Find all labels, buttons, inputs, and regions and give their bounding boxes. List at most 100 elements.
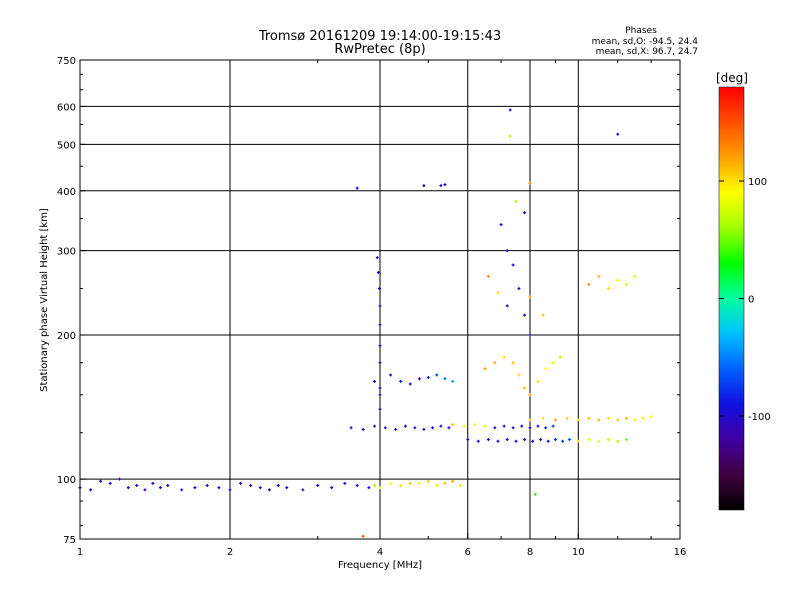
data-point	[408, 382, 412, 386]
data-point	[117, 477, 121, 481]
y-axis-label: Stationary phase Virtual Height [km]	[39, 208, 50, 392]
data-point	[367, 486, 371, 490]
data-point	[558, 355, 562, 359]
data-point	[417, 377, 421, 381]
data-point	[514, 199, 518, 203]
data-point	[649, 415, 653, 419]
data-point	[499, 223, 503, 227]
data-point	[228, 488, 232, 492]
data-point	[517, 373, 521, 377]
data-point	[541, 313, 545, 317]
data-point	[511, 263, 515, 267]
data-point	[458, 483, 462, 487]
data-point	[422, 427, 426, 431]
data-point	[285, 486, 289, 490]
plot-frame	[79, 59, 681, 540]
data-point	[378, 344, 382, 348]
data-point	[502, 355, 506, 359]
grid-lines	[80, 60, 680, 539]
data-point	[89, 488, 93, 492]
data-point	[443, 377, 447, 381]
data-point	[399, 483, 403, 487]
data-point	[431, 426, 435, 430]
data-point	[625, 416, 629, 420]
data-point	[378, 323, 382, 327]
data-point	[616, 132, 620, 136]
data-point	[553, 418, 557, 422]
data-point	[607, 416, 611, 420]
data-point	[539, 438, 543, 441]
x-tick-label: 16	[674, 547, 687, 558]
data-point	[422, 184, 426, 188]
data-point	[135, 483, 139, 487]
data-point	[486, 274, 490, 278]
data-point	[633, 418, 637, 422]
data-point	[355, 186, 359, 190]
data-point	[514, 439, 518, 443]
data-point	[616, 439, 620, 443]
y-tick-label: 75	[63, 535, 76, 546]
data-point	[476, 439, 480, 443]
data-point	[473, 423, 477, 427]
chart-title: Tromsø 20161209 19:14:00-19:15:43	[258, 29, 501, 44]
data-point	[426, 479, 430, 483]
colorbar-tick-label: -100	[748, 412, 771, 423]
data-point	[523, 313, 527, 317]
data-point	[551, 424, 555, 428]
x-tick-label: 4	[377, 547, 383, 558]
data-point	[399, 379, 403, 383]
data-point	[435, 483, 439, 487]
stats-title: Phases	[625, 26, 657, 36]
y-tick-label: 750	[57, 56, 76, 67]
data-point	[378, 407, 382, 411]
data-point	[587, 438, 591, 441]
data-point	[533, 492, 537, 496]
data-point	[544, 426, 548, 430]
data-point	[528, 333, 532, 337]
data-point	[316, 483, 320, 487]
data-point	[426, 376, 430, 380]
data-point	[528, 393, 532, 397]
data-point	[528, 295, 532, 299]
data-point	[597, 418, 601, 422]
data-point	[378, 304, 382, 308]
data-point	[378, 386, 382, 390]
data-point	[496, 439, 500, 443]
data-point	[561, 439, 565, 443]
data-point	[567, 438, 571, 441]
chart-subtitle: RwPretec (8p)	[334, 42, 425, 57]
colorbar-tick-label: 0	[748, 295, 754, 306]
data-point	[447, 426, 451, 430]
data-point	[587, 416, 591, 420]
axis-ticks: 1 2 4 6 8 10 16 75 100 200 300 400 500 600 750	[57, 56, 686, 558]
data-point	[508, 134, 512, 138]
data-point	[546, 439, 550, 443]
data-point	[466, 438, 470, 441]
x-tick-label: 1	[77, 547, 83, 558]
data-point	[443, 183, 447, 187]
colorbar-ticks: -100 0 100	[719, 177, 771, 423]
y-tick-label: 600	[57, 102, 76, 113]
data-point	[505, 249, 509, 253]
data-point	[389, 481, 393, 485]
data-point	[376, 271, 380, 275]
y-tick-label: 200	[57, 331, 76, 342]
data-point	[553, 438, 557, 441]
data-points	[78, 108, 653, 538]
data-point	[641, 416, 645, 420]
data-point	[625, 438, 629, 441]
data-point	[361, 534, 365, 538]
data-point	[607, 438, 611, 441]
data-point	[517, 287, 521, 291]
data-point	[330, 486, 334, 490]
data-point	[413, 426, 417, 430]
data-point	[486, 438, 490, 441]
y-tick-label: 300	[57, 247, 76, 258]
y-tick-label: 400	[57, 187, 76, 198]
data-point	[394, 427, 398, 431]
data-point	[151, 481, 155, 485]
y-tick-label: 100	[57, 475, 76, 486]
data-point	[383, 426, 387, 430]
data-point	[551, 361, 555, 365]
